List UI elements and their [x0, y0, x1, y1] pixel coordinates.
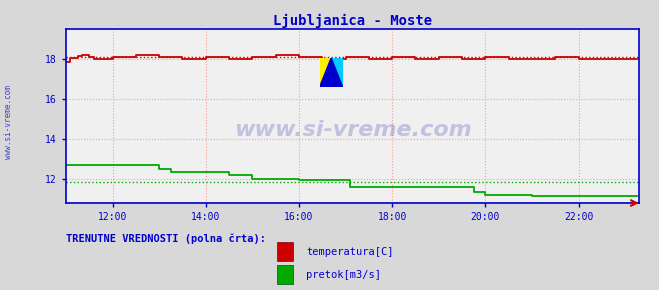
Text: TRENUTNE VREDNOSTI (polna črta):: TRENUTNE VREDNOSTI (polna črta):	[66, 234, 266, 244]
Text: temperatura[C]: temperatura[C]	[306, 247, 394, 257]
Text: pretok[m3/s]: pretok[m3/s]	[306, 270, 382, 280]
Polygon shape	[320, 58, 343, 87]
Title: Ljubljanica - Moste: Ljubljanica - Moste	[273, 14, 432, 28]
Polygon shape	[331, 58, 343, 87]
Text: www.si-vreme.com: www.si-vreme.com	[4, 85, 13, 159]
Text: www.si-vreme.com: www.si-vreme.com	[234, 120, 471, 140]
